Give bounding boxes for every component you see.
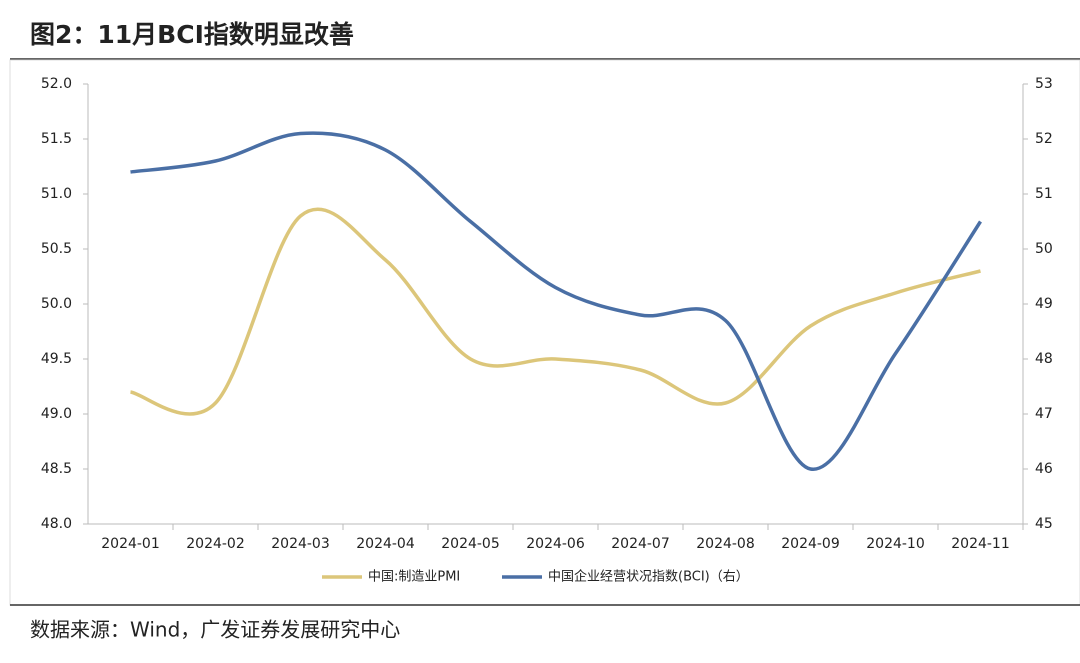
data-line	[130, 131, 982, 471]
y2-tick-label: 50	[1035, 241, 1053, 257]
y2-tick-label: 52	[1035, 131, 1053, 147]
source-note: 数据来源：Wind，广发证券发展研究中心	[30, 618, 400, 642]
x-tick-label: 2024-01	[101, 536, 160, 552]
y2-tick-label: 48	[1035, 351, 1053, 367]
y-tick-label: 52.0	[41, 76, 72, 92]
y-tick-label: 50.5	[41, 241, 72, 257]
x-tick-label: 2024-11	[951, 536, 1010, 552]
y2-tick-label: 46	[1035, 461, 1053, 477]
x-tick-label: 2024-06	[526, 536, 585, 552]
x-tick-label: 2024-04	[356, 536, 415, 552]
y2-tick-label: 45	[1035, 516, 1053, 532]
x-tick-label: 2024-10	[866, 536, 925, 552]
y-tick-label: 48.0	[41, 516, 72, 532]
legend-label: 中国:制造业PMI	[368, 570, 460, 585]
x-tick-label: 2024-05	[441, 536, 500, 552]
x-tick-label: 2024-03	[271, 536, 330, 552]
y-tick-label: 49.5	[41, 351, 72, 367]
x-tick-label: 2024-08	[696, 536, 755, 552]
legend-label: 中国企业经营状况指数(BCI)（右）	[548, 569, 749, 585]
y-tick-label: 50.0	[41, 296, 72, 312]
x-tick-label: 2024-09	[781, 536, 840, 552]
y2-tick-label: 53	[1035, 76, 1053, 92]
x-tick-label: 2024-07	[611, 536, 670, 552]
data-line	[130, 207, 981, 416]
y-tick-label: 51.5	[41, 131, 72, 147]
y-tick-label: 49.0	[41, 406, 72, 422]
y2-tick-label: 49	[1035, 296, 1053, 312]
y2-tick-label: 47	[1035, 406, 1053, 422]
x-tick-label: 2024-02	[186, 536, 245, 552]
chart-title: 图2：11月BCI指数明显改善	[30, 20, 354, 49]
chart-frame	[9, 59, 1080, 606]
y-tick-label: 48.5	[41, 461, 72, 477]
y2-tick-label: 51	[1035, 186, 1053, 202]
y-tick-label: 51.0	[41, 186, 72, 202]
